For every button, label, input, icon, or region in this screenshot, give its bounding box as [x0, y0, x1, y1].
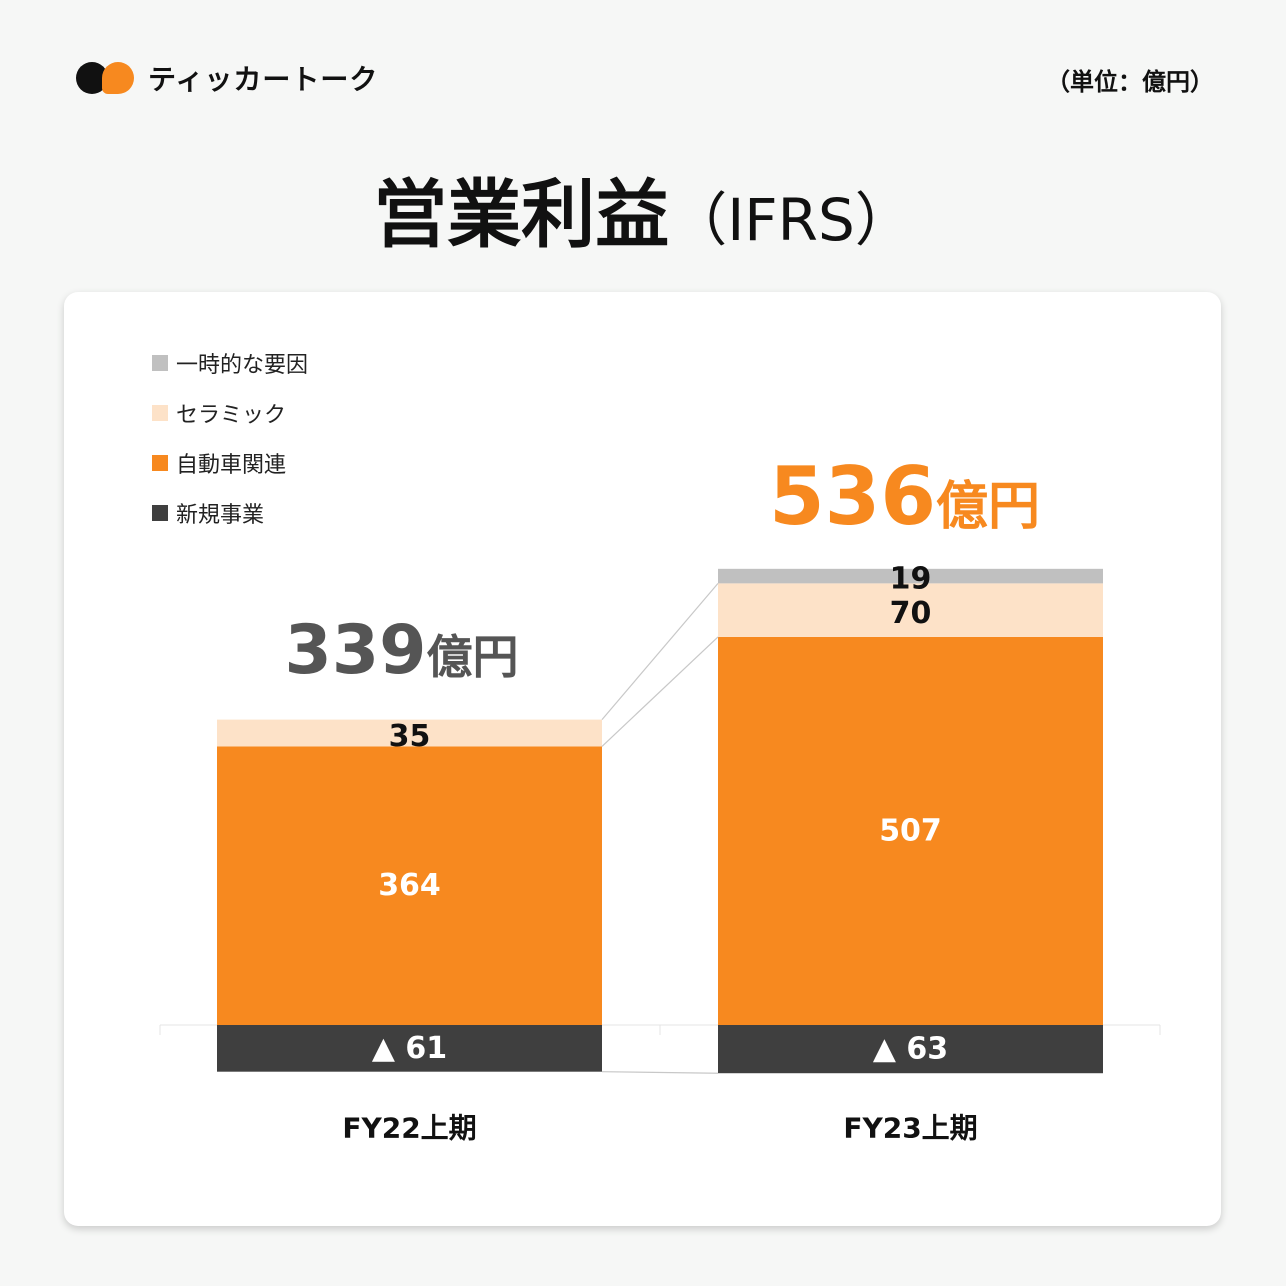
data-label: 70: [890, 596, 932, 631]
page-title: 営業利益（IFRS）: [0, 155, 1286, 262]
data-label: ▲ 63: [873, 1032, 948, 1067]
bar-segment-new-business: [718, 1025, 1103, 1074]
legend-label: 新規事業: [176, 503, 265, 528]
bar-segment-temporary: [718, 568, 1103, 584]
brand: ティッカートーク: [76, 58, 378, 98]
data-label: 507: [879, 813, 942, 848]
legend-label: セラミック: [176, 403, 287, 428]
bar-segment-automotive: [217, 746, 602, 1025]
data-label: 35: [389, 719, 431, 754]
title-sub: （IFRS）: [669, 186, 913, 254]
category-label: FY22上期: [342, 1112, 476, 1145]
connector-line: [601, 1071, 719, 1074]
connector-line: [601, 582, 719, 720]
category-label: FY23上期: [843, 1112, 977, 1145]
bar-segment-ceramics: [217, 719, 602, 747]
data-label: 364: [378, 868, 441, 903]
legend-item-temporary: 一時的な要因: [152, 338, 308, 388]
connector-line: [601, 636, 719, 747]
data-label: 19: [890, 561, 932, 596]
chart-legend: 一時的な要因 セラミック自動車関連新規事業: [152, 338, 308, 538]
brand-name: ティッカートーク: [148, 63, 379, 96]
legend-swatch: [152, 505, 168, 521]
total-label: 339億円: [285, 611, 519, 690]
legend-swatch: [152, 405, 168, 421]
bar-segment-new-business: [217, 1025, 602, 1072]
logo-icon: [76, 58, 140, 98]
bar-segment-ceramics: [718, 583, 1103, 637]
legend-label: 自動車関連: [176, 453, 287, 478]
legend-item-ceramics: セラミック: [152, 388, 308, 438]
total-label: 536億円: [769, 450, 1040, 543]
legend-swatch: [152, 455, 168, 471]
data-label: ▲ 61: [372, 1031, 447, 1066]
legend-label: 一時的な要因: [176, 353, 309, 378]
title-main: 営業利益: [373, 172, 670, 258]
legend-item-automotive: 自動車関連: [152, 438, 308, 488]
legend-swatch: [152, 355, 168, 371]
bar-segment-automotive: [718, 636, 1103, 1025]
legend-item-new-business: 新規事業: [152, 488, 308, 538]
unit-label: （単位：億円）: [1046, 68, 1214, 96]
